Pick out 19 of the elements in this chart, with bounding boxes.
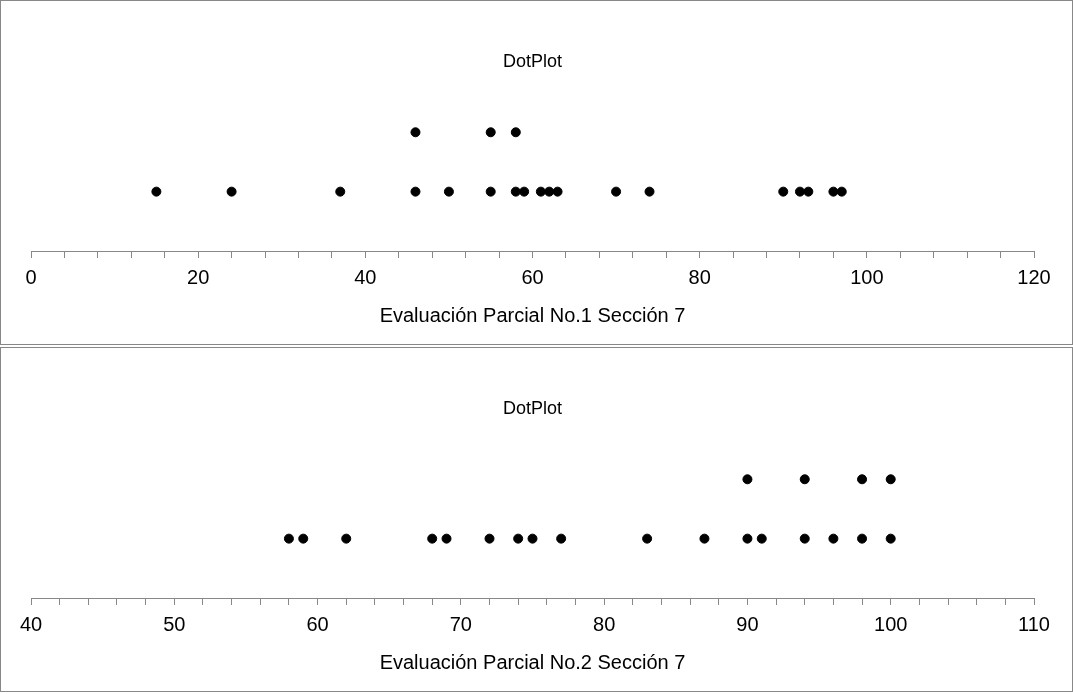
x-tick-label: 0 bbox=[25, 265, 37, 288]
x-axis-title: Evaluación Parcial No.1 Sección 7 bbox=[379, 303, 686, 326]
chart-title: DotPlot bbox=[502, 50, 563, 71]
x-tick-label: 40 bbox=[19, 612, 43, 635]
x-tick-label: 50 bbox=[163, 612, 186, 635]
x-tick-label: 70 bbox=[449, 612, 472, 635]
x-tick-label: 40 bbox=[354, 265, 377, 288]
chart-title: DotPlot bbox=[502, 397, 563, 418]
x-tick-label: 60 bbox=[521, 265, 544, 288]
x-tick-label: 100 bbox=[874, 612, 908, 635]
x-tick-label: 80 bbox=[593, 612, 616, 635]
x-tick-label: 90 bbox=[736, 612, 759, 635]
x-tick-label: 60 bbox=[306, 612, 329, 635]
x-tick-label: 120 bbox=[1017, 265, 1051, 288]
x-tick-label: 110 bbox=[1018, 612, 1050, 635]
x-axis-title: Evaluación Parcial No.2 Sección 7 bbox=[379, 650, 686, 673]
x-tick-label: 100 bbox=[850, 265, 884, 288]
x-tick-label: 80 bbox=[688, 265, 711, 288]
x-tick-label: 20 bbox=[187, 265, 210, 288]
